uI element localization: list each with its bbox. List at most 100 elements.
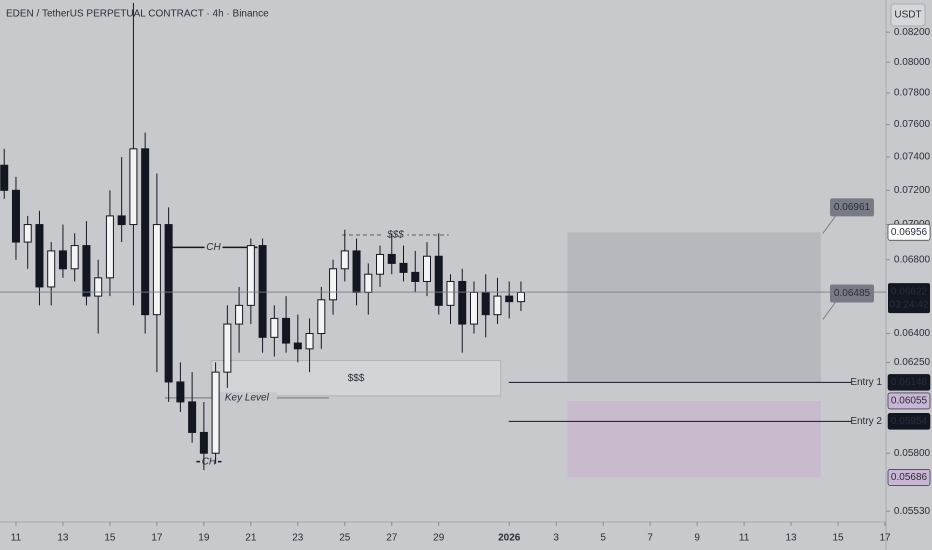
y-tick-label: 0.07800 bbox=[894, 88, 931, 99]
y-tick-label: 0.06800 bbox=[894, 254, 931, 265]
candle-body bbox=[293, 342, 302, 350]
candle-body bbox=[235, 304, 244, 325]
price-marker bbox=[887, 392, 931, 410]
x-tick-label: 15 bbox=[104, 533, 116, 544]
x-tick-label: 27 bbox=[386, 533, 398, 544]
x-tick-label: 11 bbox=[11, 533, 22, 544]
drawing-label: $$$ bbox=[386, 230, 404, 241]
candle-body bbox=[152, 224, 161, 316]
x-tick-label: 21 bbox=[245, 533, 257, 544]
candle-body bbox=[258, 245, 267, 338]
candle-body bbox=[364, 273, 373, 293]
position-zone bbox=[567, 400, 821, 478]
price-marker-label: 0.06956 bbox=[891, 227, 928, 238]
countdown-label: 03:24:42 bbox=[890, 300, 929, 311]
drawing-label: CH bbox=[206, 242, 221, 253]
candle-body bbox=[376, 253, 385, 275]
current-price-label: 0.06622 bbox=[891, 287, 928, 298]
price-marker-label: 0.06148 bbox=[891, 377, 928, 388]
drawing-label-bg bbox=[204, 241, 223, 254]
y-tick-label: 0.06400 bbox=[894, 328, 931, 339]
price-marker bbox=[887, 223, 931, 241]
y-tick-label: 0.07600 bbox=[894, 119, 931, 130]
y-tick-label: 0.07200 bbox=[894, 185, 931, 196]
candle-body bbox=[129, 148, 138, 226]
candle-body bbox=[270, 317, 279, 338]
candle-body bbox=[458, 280, 467, 325]
current-price-marker bbox=[888, 283, 930, 314]
candle-body bbox=[11, 189, 20, 243]
candle-body bbox=[35, 224, 44, 288]
candle-body bbox=[446, 280, 455, 306]
x-tick-label: 17 bbox=[879, 533, 891, 544]
drawing-label-bg bbox=[216, 391, 277, 404]
candle-body bbox=[105, 215, 114, 279]
drawing-label: Key Level bbox=[225, 393, 270, 404]
candle-body bbox=[164, 224, 173, 383]
candle-body bbox=[70, 245, 79, 270]
liquidity-zone bbox=[210, 359, 502, 397]
candle-body bbox=[481, 291, 490, 316]
candle-body bbox=[94, 277, 103, 297]
callout-label: 0.06961 bbox=[834, 202, 871, 213]
price-marker-label: 0.05686 bbox=[891, 472, 928, 483]
x-tick-label: 3 bbox=[553, 533, 559, 544]
callout-label: 0.06485 bbox=[834, 288, 871, 299]
candle-body bbox=[399, 262, 408, 273]
x-tick-label: 7 bbox=[647, 533, 653, 544]
entry-label: Entry 2 bbox=[850, 416, 882, 427]
entry-label: Entry 1 bbox=[850, 377, 882, 388]
candle-body bbox=[58, 250, 67, 270]
liquidity-label: $$$ bbox=[348, 373, 365, 384]
candle-body bbox=[282, 317, 291, 344]
candle-body bbox=[199, 431, 208, 454]
candle-body bbox=[352, 250, 361, 293]
y-tick-label: 0.05530 bbox=[894, 506, 931, 517]
candle-body bbox=[82, 245, 91, 297]
candle-body bbox=[23, 224, 32, 243]
x-tick-label: 13 bbox=[785, 533, 797, 544]
price-marker bbox=[887, 413, 931, 430]
candle-body bbox=[317, 299, 326, 335]
candle-body bbox=[340, 250, 349, 270]
y-tick-label: 0.06250 bbox=[894, 357, 931, 368]
candle-body bbox=[141, 148, 150, 316]
candle-body bbox=[223, 323, 232, 373]
x-tick-label: 13 bbox=[57, 533, 69, 544]
candle-body bbox=[422, 255, 431, 282]
price-marker bbox=[887, 469, 931, 486]
drawing-label: CH bbox=[202, 456, 217, 467]
x-tick-label: 25 bbox=[339, 533, 351, 544]
callout-box bbox=[830, 284, 874, 303]
currency-box[interactable] bbox=[890, 3, 926, 27]
x-tick-label: 19 bbox=[198, 533, 210, 544]
callout-pointer bbox=[822, 215, 837, 234]
candle-body bbox=[188, 401, 197, 433]
y-tick-label: 0.07400 bbox=[894, 152, 931, 163]
x-tick-label: 9 bbox=[694, 533, 700, 544]
callout-box bbox=[830, 198, 874, 217]
candle-body bbox=[246, 245, 255, 306]
candle-body bbox=[505, 295, 514, 303]
price-marker bbox=[887, 374, 931, 391]
candle-body bbox=[47, 250, 56, 288]
y-tick-label: 0.08200 bbox=[894, 27, 931, 38]
x-tick-label: 23 bbox=[292, 533, 304, 544]
x-tick-label: 2026 bbox=[498, 533, 521, 544]
x-tick-label: 5 bbox=[600, 533, 606, 544]
x-tick-label: 17 bbox=[151, 533, 163, 544]
candle-body bbox=[0, 164, 9, 191]
price-marker-label: 0.06055 bbox=[891, 396, 928, 407]
candle-body bbox=[211, 371, 220, 454]
drawing-label-bg bbox=[199, 455, 218, 468]
candle-body bbox=[411, 271, 420, 282]
currency-label[interactable]: USDT bbox=[894, 10, 921, 21]
candle-body bbox=[434, 255, 443, 306]
y-tick-label: 0.08000 bbox=[894, 57, 931, 68]
position-zone bbox=[567, 232, 821, 383]
y-tick-label: 0.05800 bbox=[894, 448, 931, 459]
x-tick-label: 29 bbox=[433, 533, 445, 544]
chart-title: EDEN / TetherUS PERPETUAL CONTRACT · 4h … bbox=[6, 9, 269, 20]
price-marker-label: 0.05954 bbox=[891, 416, 928, 427]
candle-body bbox=[329, 268, 338, 301]
